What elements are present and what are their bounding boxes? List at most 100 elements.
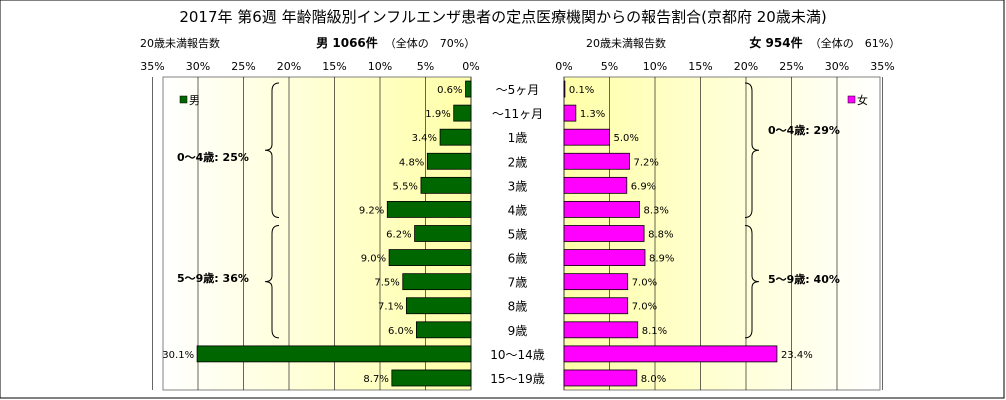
female-bar [563, 128, 610, 146]
age-category-label: 8歳 [508, 300, 528, 314]
right-header-summary: 女 954件 [749, 35, 802, 50]
male-bar [402, 273, 472, 291]
age-category-label: ～11ヶ月 [492, 107, 543, 121]
male-x-tick-label: 10% [368, 60, 392, 73]
male-value-label: 30.1% [162, 350, 194, 361]
left-header-share: （全体の 70%） [385, 36, 475, 50]
female-value-label: 7.0% [632, 302, 657, 313]
left-header-caption: 20歳未満報告数 [140, 37, 220, 50]
female-brace-0-4 [744, 82, 760, 218]
female-value-label: 1.3% [580, 109, 605, 120]
male-value-label: 5.5% [393, 181, 418, 192]
male-value-label: 3.4% [412, 133, 437, 144]
male-legend: 男 [179, 94, 200, 107]
right-header-caption: 20歳未満報告数 [586, 37, 666, 50]
female-value-label: 6.9% [631, 181, 656, 192]
age-category-label: 15～19歳 [490, 372, 545, 386]
age-category-label: ～5ヶ月 [496, 83, 540, 97]
age-category-label: 7歳 [508, 276, 528, 290]
male-value-label: 9.2% [359, 205, 384, 216]
male-bar [405, 297, 472, 315]
male-x-tick-label: 35% [140, 60, 164, 73]
female-bar [563, 225, 645, 242]
female-bar [563, 273, 629, 291]
male-bar [386, 201, 472, 218]
male-bar [420, 176, 472, 194]
female-brace-5-9 [744, 224, 760, 339]
male-bar [415, 321, 472, 339]
female-value-label: 8.1% [642, 326, 667, 337]
male-x-tick-label: 5% [417, 60, 434, 73]
male-value-label: 0.6% [437, 85, 462, 96]
female-brace-label-5-9: 5～9歳: 40% [768, 272, 840, 286]
male-legend-label: 男 [189, 94, 200, 107]
left-header-summary: 男 1066件 [316, 35, 378, 50]
male-brace-5-9 [264, 224, 280, 339]
age-category-label: 4歳 [508, 203, 528, 217]
female-bar [563, 201, 640, 218]
male-legend-swatch [179, 95, 188, 104]
male-value-label: 6.0% [388, 326, 413, 337]
female-bar [563, 80, 566, 98]
female-bar [563, 104, 577, 122]
male-value-label: 1.9% [425, 109, 450, 120]
age-category-label: 5歳 [508, 228, 528, 242]
age-category-label: 10～14歳 [490, 348, 545, 362]
male-bar [391, 369, 472, 387]
male-brace-label-0-4: 0～4歳: 25% [177, 150, 249, 164]
male-x-tick-label: 0% [462, 60, 479, 73]
female-legend-label: 女 [857, 93, 868, 107]
age-category-label: 2歳 [508, 155, 528, 169]
male-x-tick-label: 25% [231, 60, 255, 73]
female-bar [563, 152, 630, 170]
female-brace-label-0-4: 0～4歳: 29% [768, 123, 840, 137]
male-x-tick-label: 15% [322, 60, 346, 73]
male-value-label: 8.7% [363, 374, 388, 385]
female-value-label: 23.4% [781, 350, 813, 361]
chart-title: 2017年 第6週 年齢階級別インフルエンザ患者の定点医療機関からの報告割合(京… [179, 8, 826, 26]
female-value-label: 0.1% [569, 85, 594, 96]
female-x-tick-label: 25% [779, 60, 803, 73]
female-value-label: 8.3% [644, 205, 669, 216]
female-value-label: 7.2% [634, 157, 659, 168]
male-value-label: 7.5% [374, 278, 399, 289]
male-bar [388, 249, 472, 266]
female-x-tick-label: 20% [734, 60, 758, 73]
age-category-label: 6歳 [508, 252, 528, 266]
female-bar [563, 321, 639, 339]
female-legend: 女 [847, 93, 868, 107]
female-bar [563, 249, 646, 266]
female-value-label: 8.8% [648, 230, 673, 241]
male-value-label: 4.8% [399, 157, 424, 168]
female-x-tick-label: 5% [601, 60, 618, 73]
female-value-label: 8.0% [641, 374, 666, 385]
female-x-tick-label: 30% [825, 60, 849, 73]
female-x-tick-label: 0% [555, 60, 572, 73]
right-header-share: （全体の 61%） [810, 36, 900, 50]
female-legend-swatch [847, 95, 856, 104]
female-x-tick-label: 15% [688, 60, 712, 73]
female-value-label: 5.0% [614, 133, 639, 144]
male-bar [439, 128, 472, 146]
male-bar [414, 225, 472, 242]
male-brace-label-5-9: 5～9歳: 36% [177, 271, 249, 285]
male-bar [465, 80, 472, 98]
male-bar [196, 345, 472, 363]
female-bar [563, 176, 628, 194]
male-brace-0-4 [264, 82, 280, 218]
female-bar [563, 369, 638, 387]
age-category-label: 1歳 [508, 131, 528, 145]
age-category-label: 9歳 [508, 324, 528, 338]
male-value-label: 9.0% [361, 254, 386, 265]
female-x-tick-label: 35% [870, 60, 894, 73]
female-value-label: 7.0% [632, 278, 657, 289]
male-value-label: 7.1% [378, 302, 403, 313]
age-category-label: 3歳 [508, 179, 528, 193]
male-x-tick-label: 30% [186, 60, 210, 73]
male-bar [453, 104, 472, 122]
female-x-tick-label: 10% [643, 60, 667, 73]
female-value-label: 8.9% [649, 254, 674, 265]
female-bar [563, 345, 778, 363]
male-value-label: 6.2% [386, 230, 411, 241]
